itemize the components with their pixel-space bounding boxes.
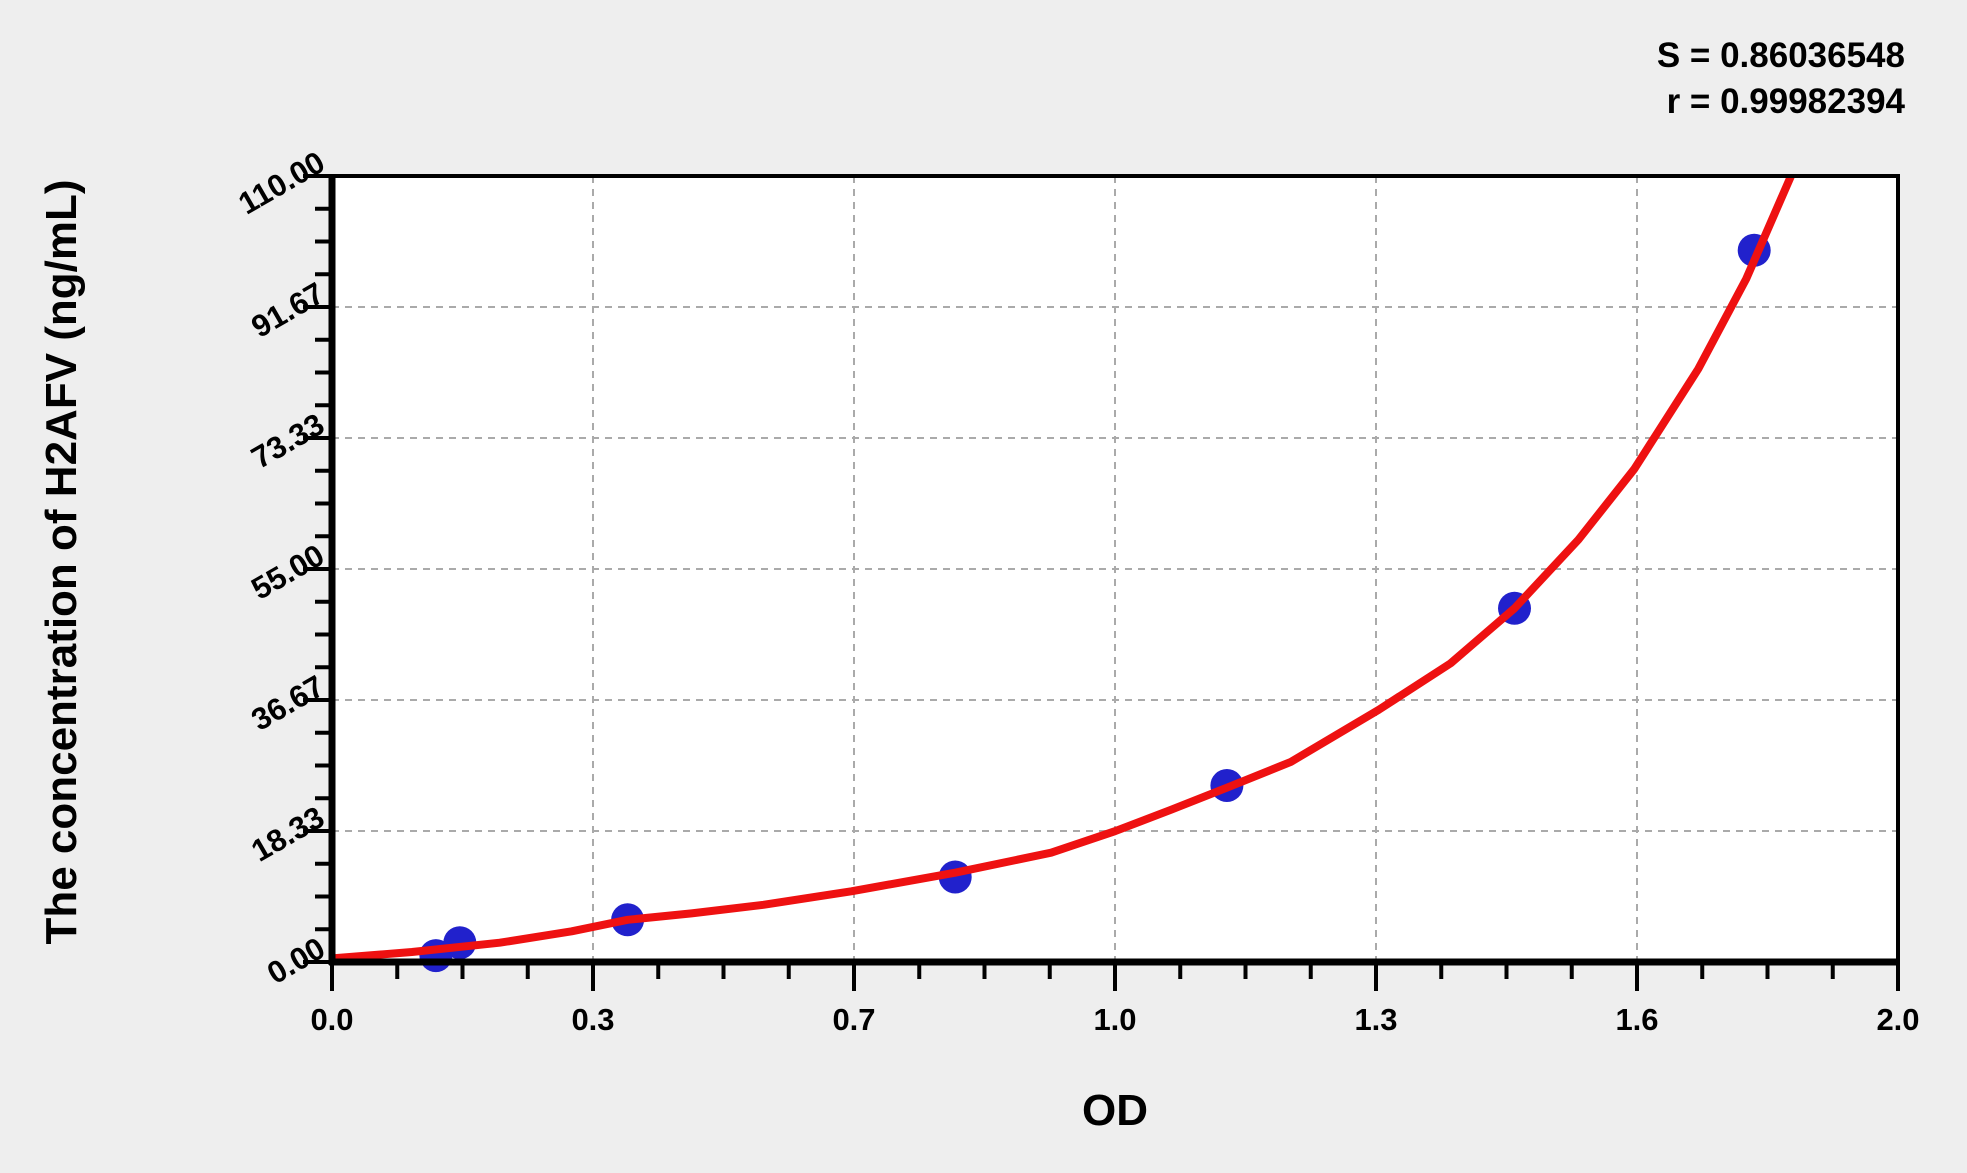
x-tick-label: 0.7 xyxy=(832,1002,876,1037)
fit-curve xyxy=(332,176,1796,962)
x-tick-label: 1.0 xyxy=(1093,1002,1137,1037)
x-tick-label: 0.0 xyxy=(310,1002,354,1037)
x-axis-title: OD xyxy=(1082,1086,1148,1135)
x-tick-label: 1.3 xyxy=(1354,1002,1398,1037)
fit-s-value: S = 0.86036548 xyxy=(1656,36,1905,75)
x-tick-label: 0.3 xyxy=(571,1002,615,1037)
fit-r-value: r = 0.99982394 xyxy=(1666,82,1905,121)
x-tick-label: 1.6 xyxy=(1615,1002,1659,1037)
y-axis-title: The concentration of H2AFV (ng/mL) xyxy=(37,179,86,945)
x-tick-label: 2.0 xyxy=(1876,1002,1920,1037)
